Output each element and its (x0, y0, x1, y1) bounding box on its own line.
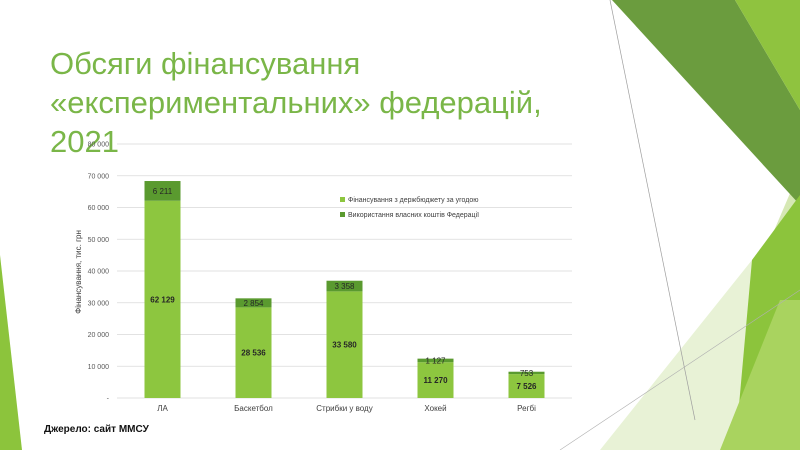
x-axis-categories: ЛА Баскетбол Стрибки у воду Хокей Регбі (157, 404, 536, 413)
y-tick-label: 10 000 (88, 364, 110, 371)
bar-segment (235, 307, 272, 398)
bar-segment (417, 358, 454, 363)
bar-segment (508, 371, 545, 375)
legend-swatch (340, 197, 345, 202)
bar-value-label: 6 211 (153, 187, 173, 196)
x-category-label: ЛА (157, 404, 168, 413)
y-axis-label: Фінансування, тис. грн (74, 230, 83, 314)
bar-value-label: 7 526 (516, 382, 537, 391)
title-line-1: Обсяги фінансування (50, 46, 361, 81)
x-category-label: Хокей (424, 404, 446, 413)
y-tick-label: 80 000 (88, 142, 110, 149)
deco-shape-mid (735, 0, 800, 110)
chart-bars: 62 129 6 211 28 536 2 854 33 580 3 358 11 270 1… (144, 181, 545, 398)
bar-segment (144, 200, 181, 398)
chart-legend: Фінансування з держбюджету за угодою Вико… (340, 196, 479, 219)
bar-value-label: 33 580 (332, 341, 357, 350)
bar-value-label: 62 129 (150, 295, 175, 304)
deco-shape-pale (600, 250, 760, 450)
bar-value-label: 3 358 (334, 282, 355, 291)
y-tick-label: 20 000 (88, 332, 110, 339)
y-tick-label: 40 000 (88, 269, 110, 276)
bar-segment (235, 298, 272, 308)
deco-shape-right-light (720, 300, 800, 450)
source-note: Джерело: сайт ММСУ (44, 424, 149, 435)
x-category-label: Баскетбол (234, 404, 273, 413)
bar-value-label: 753 (520, 369, 534, 378)
bar-value-label: 1 127 (425, 356, 446, 365)
bar-value-label: 28 536 (241, 349, 266, 358)
bar-segment (508, 374, 545, 398)
y-tick-label: 70 000 (88, 173, 110, 180)
deco-line (609, 0, 696, 421)
legend-label: Використання власних коштів Федерації (348, 211, 479, 219)
y-tick-label: 50 000 (88, 237, 110, 244)
bar-value-label: 11 270 (423, 376, 448, 385)
deco-shape-dark (612, 0, 800, 205)
title-line-2: «експериментальних» федерацій, 2021 (50, 85, 542, 159)
legend-label: Фінансування з держбюджету за угодою (348, 196, 478, 204)
bar-segment (144, 181, 181, 201)
deco-line-2 (559, 289, 800, 450)
x-category-label: Регбі (517, 404, 536, 413)
y-tick-label: - (107, 396, 110, 403)
bar-value-label: 2 854 (243, 299, 264, 308)
y-axis-ticks: - 10 000 20 000 30 000 40 000 50 000 60 000 70 … (88, 142, 110, 403)
legend-swatch (340, 212, 345, 217)
bar-segment (417, 362, 454, 398)
x-category-label: Стрибки у воду (316, 404, 372, 413)
bar-segment (326, 291, 363, 398)
y-tick-label: 30 000 (88, 300, 110, 307)
slide-title: Обсяги фінансування «експериментальних» … (50, 44, 610, 161)
deco-shape-left (0, 255, 22, 450)
y-tick-label: 60 000 (88, 205, 110, 212)
bar-segment (326, 280, 363, 292)
